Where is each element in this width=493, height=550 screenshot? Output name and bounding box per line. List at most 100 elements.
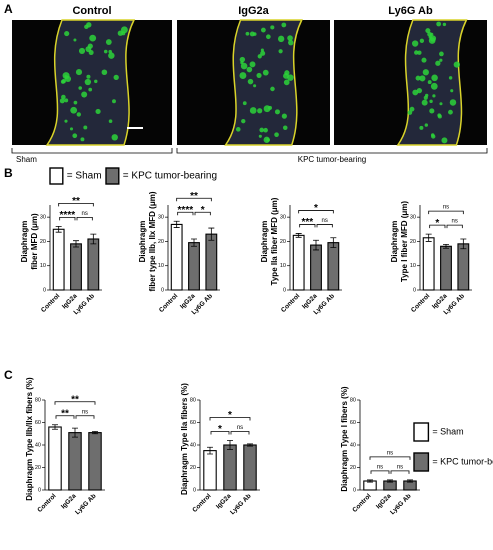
bar (327, 242, 340, 291)
fiber (422, 69, 429, 76)
fiber (439, 51, 444, 57)
y-tick-label: 80 (35, 397, 41, 403)
error-bar (295, 233, 302, 238)
significance-label: ns (82, 409, 88, 415)
y-tick-label: 20 (35, 465, 41, 471)
fiber (282, 125, 288, 131)
fiber (407, 110, 413, 115)
fiber (448, 109, 453, 115)
fiber (86, 74, 91, 79)
x-tick-label: IgG2a (60, 492, 78, 510)
significance-bracket (230, 431, 250, 435)
significance-label: ** (72, 196, 80, 207)
fiber (249, 61, 256, 68)
significance-label: ns (443, 205, 449, 211)
x-tick-label: Control (36, 493, 57, 514)
y-tick-label: 40 (350, 442, 356, 448)
fiber (437, 113, 442, 118)
error-bar (460, 238, 467, 250)
error-bar (191, 238, 197, 247)
fiber (448, 76, 453, 80)
fiber (441, 137, 448, 144)
error-bar (443, 243, 449, 249)
fiber (439, 58, 443, 62)
fiber (103, 49, 108, 54)
fiber (240, 62, 248, 70)
y-tick-label: 30 (158, 215, 164, 221)
fiber (288, 39, 294, 46)
significance-bracket (209, 417, 251, 421)
x-tick-label: Ly6G Ab (74, 493, 98, 517)
image-label: Ly6G Ab (388, 5, 433, 17)
significance-bracket (194, 211, 211, 216)
significance-label: * (218, 424, 222, 435)
fiber (258, 134, 262, 138)
y-axis-label: Diaphragm Type IIa fibers (%) (180, 383, 189, 495)
significance-label: ns (377, 464, 383, 470)
fiber (424, 123, 428, 127)
fiber (249, 107, 257, 114)
fiber (247, 78, 254, 85)
fiber (95, 108, 101, 115)
fiber (450, 89, 454, 93)
fiber (73, 100, 78, 105)
significance-label: ** (61, 408, 69, 419)
error-bar (313, 239, 319, 251)
fiber (432, 94, 436, 98)
error-bar (55, 225, 62, 233)
fiber (73, 38, 77, 42)
y-tick-label: 80 (190, 397, 196, 403)
y-tick-label: 10 (410, 263, 416, 269)
bar (243, 444, 257, 491)
bar (188, 242, 200, 291)
fiber (81, 91, 88, 98)
fiber (101, 69, 108, 76)
error-bar (247, 443, 253, 447)
fiber (78, 47, 86, 55)
legend-label: = KPC tumor-bearing (432, 456, 493, 466)
significance-label: * (435, 218, 439, 229)
fiber (262, 69, 269, 76)
fiber (274, 109, 280, 115)
bar (223, 444, 237, 491)
y-tick-label: 10 (158, 263, 164, 269)
panel-label: A (4, 2, 13, 16)
fiber (252, 32, 257, 36)
y-tick-label: 80 (350, 397, 356, 403)
significance-bracket (369, 456, 411, 460)
legend-label: = KPC tumor-bearing (123, 171, 217, 182)
fiber (253, 84, 257, 88)
error-bar (387, 479, 393, 483)
x-tick-label: IgG2a (375, 492, 393, 510)
significance-label: ns (387, 450, 393, 456)
bar (87, 238, 100, 291)
bar (205, 233, 218, 291)
y-axis-label: Diaphragm (138, 221, 147, 263)
fiber (428, 37, 436, 44)
y-tick-label: 40 (35, 442, 41, 448)
error-bar (173, 220, 180, 228)
significance-label: ns (321, 218, 327, 224)
y-tick-label: 30 (410, 215, 416, 221)
fiber (61, 94, 66, 100)
fiber (430, 32, 434, 37)
fiber (108, 119, 113, 123)
x-tick-label: Control (351, 493, 372, 514)
fiber (423, 95, 428, 100)
fiber (429, 99, 433, 104)
fiber (287, 35, 293, 41)
fiber (421, 57, 427, 63)
fiber (428, 35, 433, 39)
bar (170, 223, 183, 291)
group-bracket (176, 148, 488, 154)
fiber (256, 72, 262, 79)
error-bar (367, 479, 373, 483)
fiber (429, 108, 435, 114)
significance-bracket (76, 216, 93, 221)
y-axis-label: Diaphragm (20, 221, 29, 263)
fiber (259, 127, 265, 133)
x-tick-label: Ly6G Ab (389, 493, 413, 517)
fiber (235, 127, 241, 132)
significance-label: ns (237, 425, 243, 431)
